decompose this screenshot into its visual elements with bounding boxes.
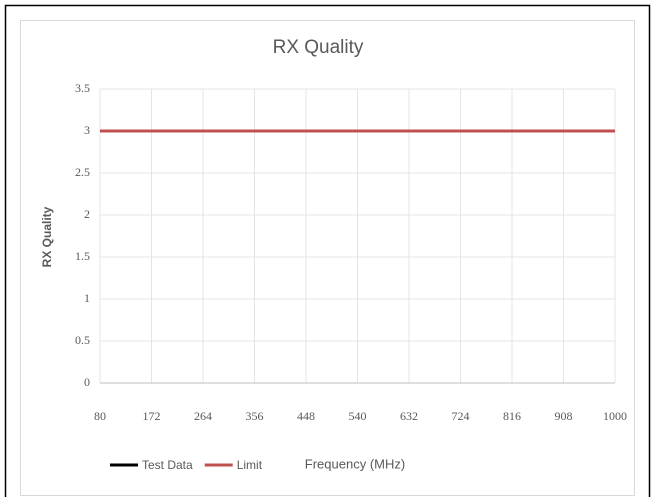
y-tick-label: 0.5 <box>75 333 90 347</box>
x-tick-label: 908 <box>555 409 573 423</box>
x-tick-label: 356 <box>246 409 264 423</box>
frame <box>4 4 651 502</box>
y-tick-label: 0 <box>84 375 90 389</box>
y-tick-label: 3 <box>84 123 90 137</box>
chart-area <box>20 20 635 496</box>
x-tick-label: 448 <box>297 409 315 423</box>
legend-label: Test Data <box>142 458 193 472</box>
x-tick-label: 264 <box>194 409 212 423</box>
x-tick-label: 1000 <box>603 409 627 423</box>
y-axis-label: RX Quality <box>40 206 54 267</box>
x-tick-label: 816 <box>503 409 521 423</box>
x-tick-label: 172 <box>143 409 161 423</box>
x-tick-label: 540 <box>349 409 367 423</box>
x-tick-label: 80 <box>94 409 106 423</box>
x-tick-label: 632 <box>400 409 418 423</box>
x-axis-label: Frequency (MHz) <box>305 456 405 471</box>
y-tick-label: 1 <box>84 291 90 305</box>
y-tick-label: 3.5 <box>75 81 90 95</box>
x-tick-label: 724 <box>452 409 470 423</box>
y-tick-label: 2.5 <box>75 165 90 179</box>
chart-title: RX Quality <box>273 37 364 58</box>
y-tick-label: 2 <box>84 207 90 221</box>
y-tick-label: 1.5 <box>75 249 90 263</box>
legend-label: Limit <box>237 458 263 472</box>
